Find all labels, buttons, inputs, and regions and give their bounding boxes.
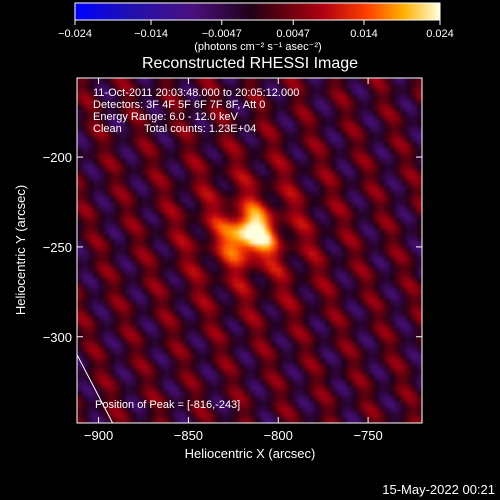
- colorbar-tick-label: −0.0047: [202, 28, 242, 40]
- colorbar-tick-label: 0.014: [350, 28, 378, 40]
- axis-ticks: −900 −850 −800 −750 −200 −250 −300: [43, 78, 422, 443]
- peak-position-label: Position of Peak = [-816,-243]: [95, 399, 240, 411]
- y-tick-label: −300: [43, 330, 72, 345]
- heatmap-raster: [77, 78, 422, 423]
- colorbar: [74, 2, 441, 21]
- plot-frame: [76, 77, 423, 424]
- colorbar-tick-label: −0.024: [58, 28, 92, 40]
- solar-limb-line: [77, 354, 114, 423]
- info-energy: Energy Range: 6.0 - 12.0 keV: [93, 111, 239, 123]
- info-time-range: 11-Oct-2011 20:03:48.000 to 20:05:12.000: [93, 87, 299, 99]
- y-tick-label: −250: [43, 240, 72, 255]
- heatmap-image: [77, 78, 422, 423]
- chart-title: Reconstructed RHESSI Image: [142, 55, 358, 72]
- colorbar-unit-label: (photons cm⁻² s⁻¹ asec⁻²): [194, 41, 321, 53]
- colorbar-ticks: −0.024 −0.014 −0.0047 0.0047 0.014 0.024: [58, 20, 454, 40]
- info-method: Clean: [93, 123, 122, 135]
- footer-date: 15-May-2022 00:21: [382, 482, 495, 497]
- x-tick-label: −800: [264, 428, 293, 443]
- x-axis-label: Heliocentric X (arcsec): [185, 446, 316, 461]
- x-tick-label: −850: [174, 428, 203, 443]
- y-tick-label: −200: [43, 150, 72, 165]
- x-tick-label: −900: [84, 428, 113, 443]
- colorbar-tick-label: 0.0047: [276, 28, 310, 40]
- x-tick-label: −750: [353, 428, 382, 443]
- colorbar-tick-label: 0.024: [426, 28, 454, 40]
- colorbar-tick-label: −0.014: [134, 28, 168, 40]
- info-counts: Total counts: 1.23E+04: [144, 123, 256, 135]
- y-axis-label: Heliocentric Y (arcsec): [13, 185, 28, 315]
- info-detectors: Detectors: 3F 4F 5F 6F 7F 8F, Att 0: [93, 99, 265, 111]
